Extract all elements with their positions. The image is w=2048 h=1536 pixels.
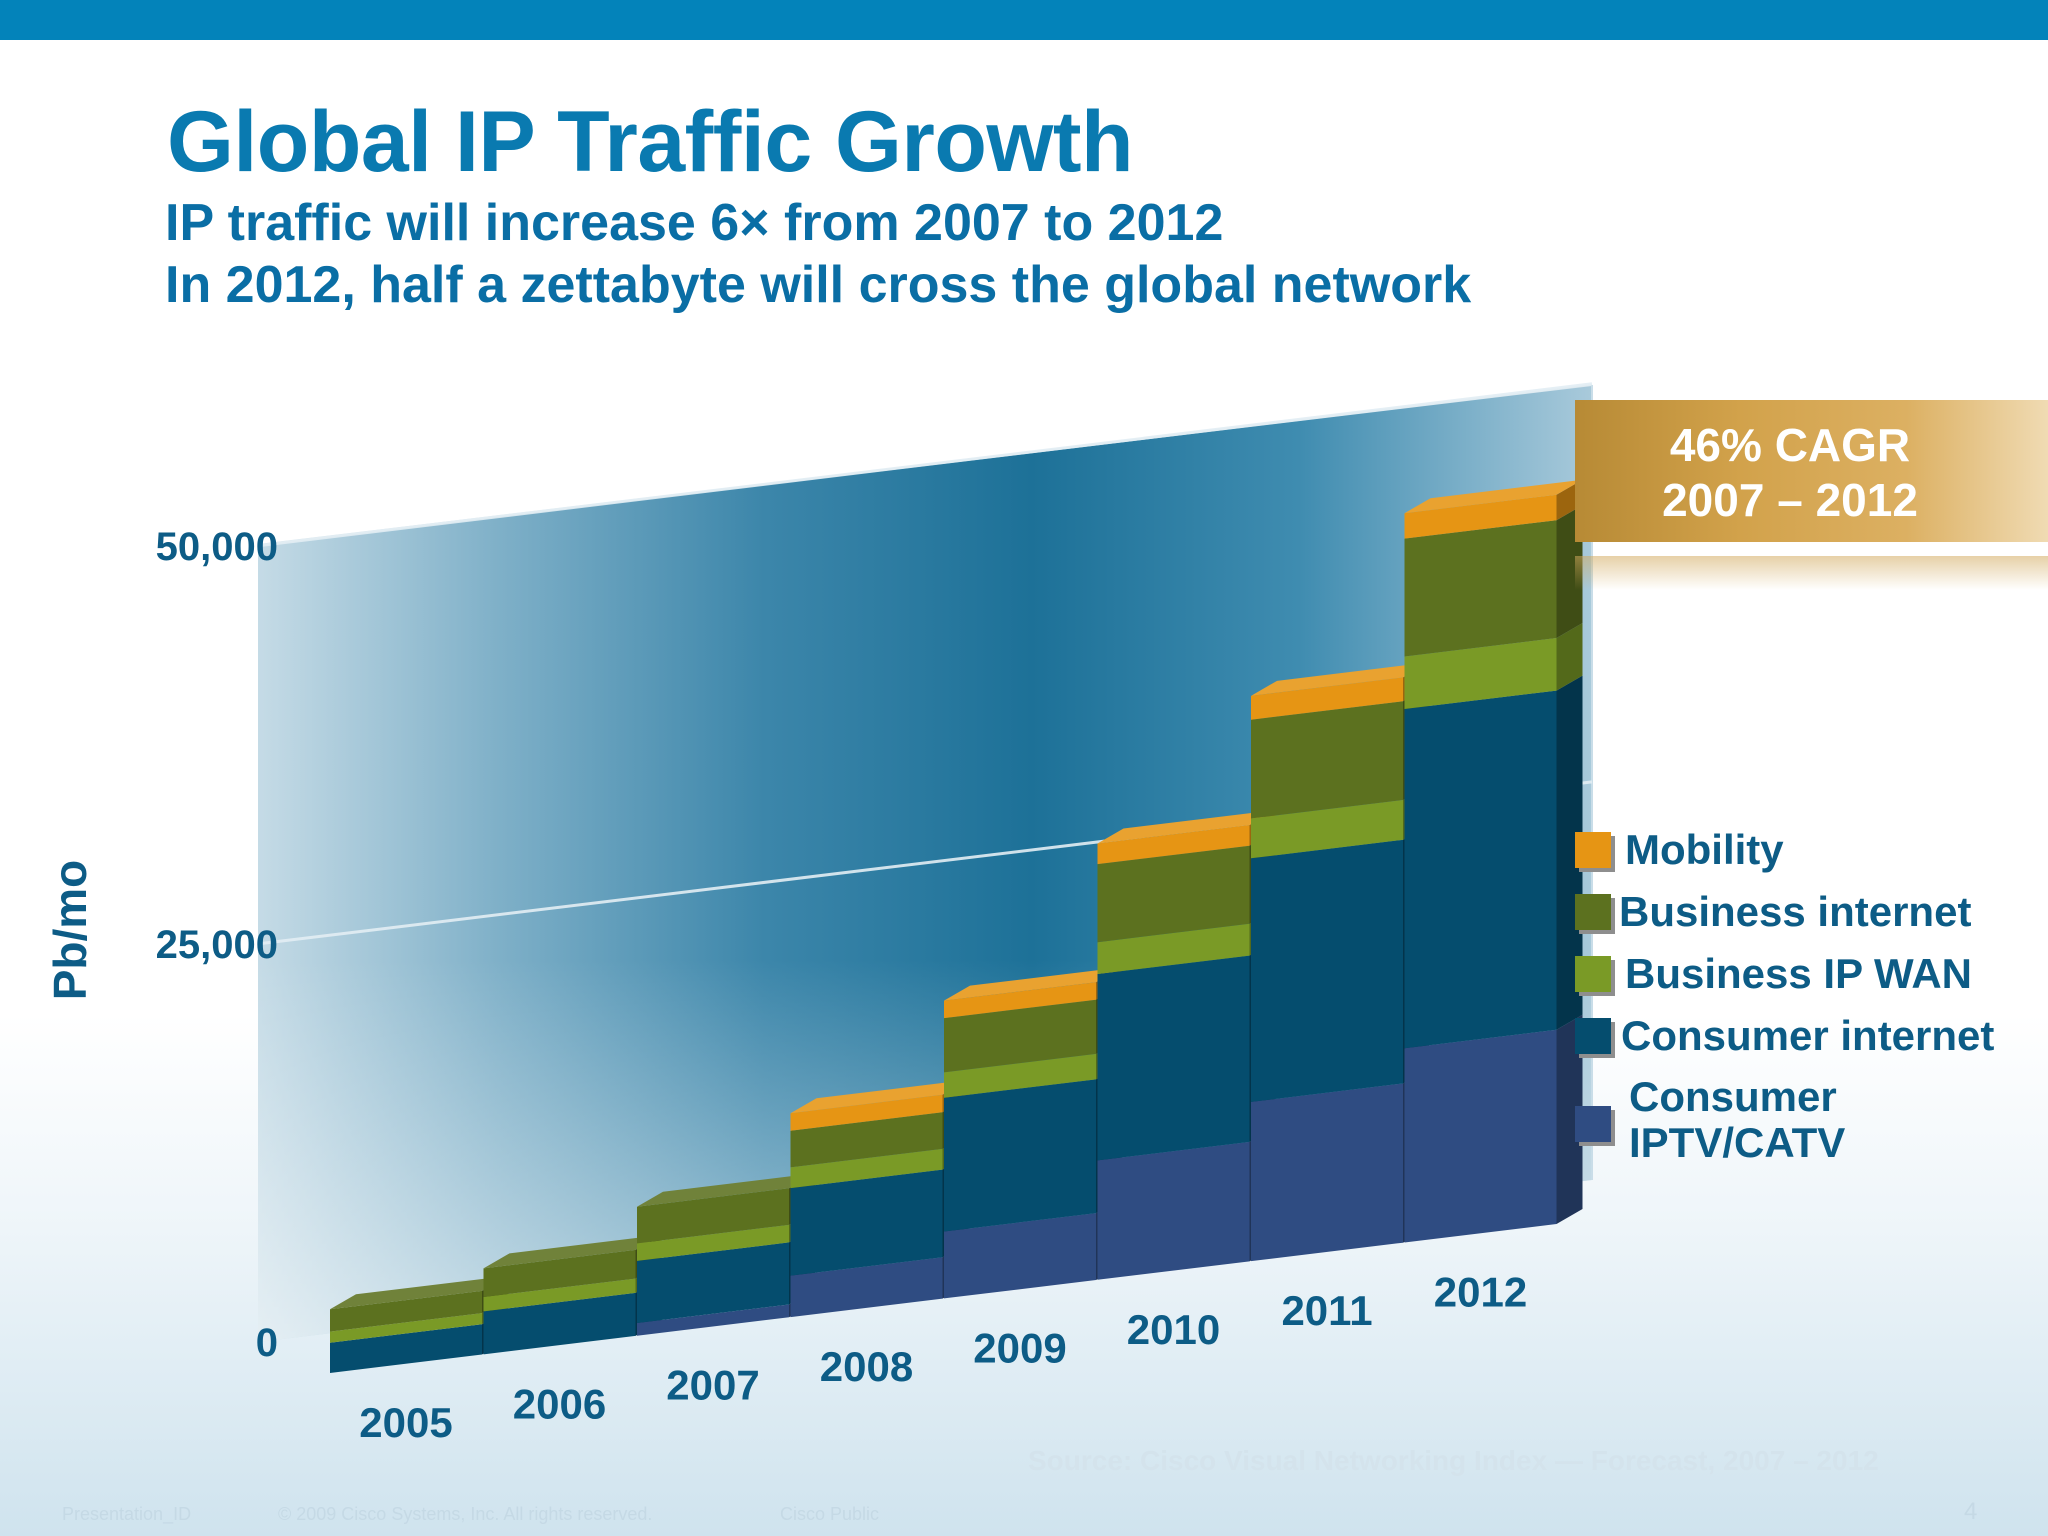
legend-item-business-internet: Business internet: [1575, 882, 1971, 942]
bar-segment-business_ip_wan: [944, 1053, 1096, 1098]
x-tick-label: 2011: [1281, 1287, 1372, 1334]
bar-2008: [790, 1079, 969, 1318]
legend-swatch-business-ip-wan: [1575, 956, 1611, 992]
x-tick-label: 2012: [1434, 1269, 1527, 1316]
bar-top-face: [1251, 662, 1429, 696]
bar-2007: [637, 1173, 815, 1336]
y-tick-label: 0: [256, 1321, 278, 1365]
bar-2012: [1404, 479, 1583, 1243]
cagr-callout: [1575, 400, 2048, 542]
cagr-period: 2007 – 2012: [1662, 474, 1918, 526]
bar-segment-business_internet: [944, 999, 1096, 1073]
bar-segment-business_internet: [483, 1249, 636, 1298]
page-number: 4: [1964, 1498, 1978, 1525]
bar-2011: [1251, 662, 1429, 1262]
legend-label-business-internet: Business internet: [1619, 888, 1972, 935]
bar-segment-consumer_internet: [483, 1292, 636, 1355]
cagr-value: 46% CAGR: [1669, 419, 1911, 471]
bar-top-face: [1404, 479, 1583, 514]
bar-segment-consumer_iptv_catv: [944, 1213, 1096, 1299]
bar-segment-consumer_internet: [1404, 690, 1557, 1049]
legend-swatch-business-internet: [1575, 894, 1611, 930]
bar-segment-consumer_internet: [1251, 839, 1403, 1102]
legend-label-consumer-internet: Consumer internet: [1621, 1012, 1995, 1059]
bar-segment-consumer_iptv_catv: [637, 1304, 789, 1336]
bar-segment-business_internet: [637, 1188, 789, 1244]
legend-label-business-ip-wan: Business IP WAN: [1625, 950, 1972, 997]
slide-title: Global IP Traffic Growth: [167, 94, 1134, 190]
bar-segment-business_ip_wan: [330, 1313, 482, 1343]
bar-segment-business_ip_wan: [1404, 638, 1557, 710]
bar-segment-consumer_iptv_catv: [1404, 1029, 1557, 1243]
bar-segment-business_internet: [790, 1112, 943, 1168]
slide-subtitle-2: In 2012, half a zettabyte will cross the…: [165, 256, 1472, 314]
bar-segment-business_ip_wan: [637, 1224, 789, 1261]
bar-2010: [1097, 810, 1276, 1280]
bar-segment-mobility: [1251, 677, 1403, 720]
legend-item-business-ip-wan: Business IP WAN: [1575, 944, 1972, 1004]
bar-top-face: [944, 967, 1122, 1001]
x-tick-label: 2007: [666, 1362, 759, 1409]
y-tick-label: 50,000: [156, 525, 278, 569]
bar-segment-mobility: [1097, 825, 1250, 865]
bar-segment-consumer_iptv_catv: [1097, 1141, 1250, 1280]
legend-item-consumer-iptv-catv: Consumer IPTV/CATV: [1575, 1074, 1845, 1174]
legend-swatch-mobility: [1575, 832, 1611, 868]
footer-copyright: © 2009 Cisco Systems, Inc. All rights re…: [278, 1504, 653, 1524]
chart-bars: 2005 2006 2007 2008 2009 2010 2011 2012: [330, 479, 1583, 1446]
bar-segment-mobility: [790, 1094, 943, 1131]
legend-item-consumer-internet: Consumer internet: [1575, 1006, 1994, 1066]
bar-segment-consumer_internet: [1097, 955, 1250, 1161]
footer-presentation-id: Presentation_ID: [62, 1504, 192, 1524]
bar-segment-consumer_internet: [637, 1242, 789, 1323]
bar-segment-business_internet: [1251, 701, 1403, 819]
cagr-callout-text: 46% CAGR 2007 – 2012: [1575, 418, 2005, 528]
bar-top-face: [1097, 810, 1276, 844]
bar-segment-business_ip_wan: [483, 1278, 636, 1312]
bar-segment-side: [1556, 623, 1583, 691]
bar-segment-mobility: [1404, 494, 1557, 539]
bar-segment-consumer_internet: [790, 1169, 943, 1276]
bar-segment-business_internet: [1097, 845, 1250, 943]
y-axis-title: Pb/mo: [44, 860, 96, 1001]
bar-segment-mobility: [944, 982, 1096, 1019]
chart-axis-labels: 0 25,000 50,000 Pb/mo: [44, 525, 278, 1365]
cagr-callout-reflection: [1575, 556, 2048, 590]
x-tick-label: 2009: [973, 1324, 1066, 1371]
legend-swatch-consumer-internet: [1575, 1018, 1611, 1054]
legend-item-mobility: Mobility: [1575, 820, 1784, 880]
x-tick-label: 2010: [1127, 1306, 1220, 1353]
bar-segment-business_ip_wan: [790, 1148, 943, 1189]
bar-segment-side: [1556, 1014, 1583, 1225]
bar-segment-business_ip_wan: [1251, 800, 1403, 859]
bar-segment-consumer_iptv_catv: [790, 1257, 943, 1318]
footer-classification: Cisco Public: [780, 1504, 880, 1524]
bar-2009: [944, 967, 1122, 1299]
bar-top-face: [637, 1173, 815, 1207]
legend-label-mobility: Mobility: [1625, 826, 1784, 873]
bar-segment-consumer_internet: [330, 1324, 482, 1373]
legend-label-consumer-iptv-catv: Consumer IPTV/CATV: [1629, 1073, 1846, 1166]
bar-top-face: [330, 1275, 508, 1310]
bar-segment-side: [1556, 675, 1583, 1030]
x-tick-label: 2005: [359, 1399, 452, 1446]
bar-segment-business_internet: [1404, 520, 1557, 657]
source-note: Source: Cisco Visual Networking Index — …: [1028, 1445, 1879, 1476]
y-tick-label: 25,000: [156, 923, 278, 967]
slide-subtitle-1: IP traffic will increase 6× from 2007 to…: [165, 194, 1224, 252]
gridline-2: [257, 382, 1593, 548]
bar-segment-consumer_iptv_catv: [1251, 1083, 1403, 1262]
bar-top-face: [483, 1234, 662, 1269]
x-tick-label: 2006: [513, 1380, 606, 1427]
top-bar: [0, 0, 2048, 40]
x-tick-label: 2008: [820, 1343, 913, 1390]
bar-segment-business_internet: [330, 1290, 482, 1332]
bar-top-face: [790, 1079, 969, 1114]
bar-segment-business_ip_wan: [1097, 923, 1250, 975]
legend-swatch-consumer-iptv-catv: [1575, 1106, 1611, 1142]
bar-segment-consumer_internet: [944, 1079, 1096, 1232]
